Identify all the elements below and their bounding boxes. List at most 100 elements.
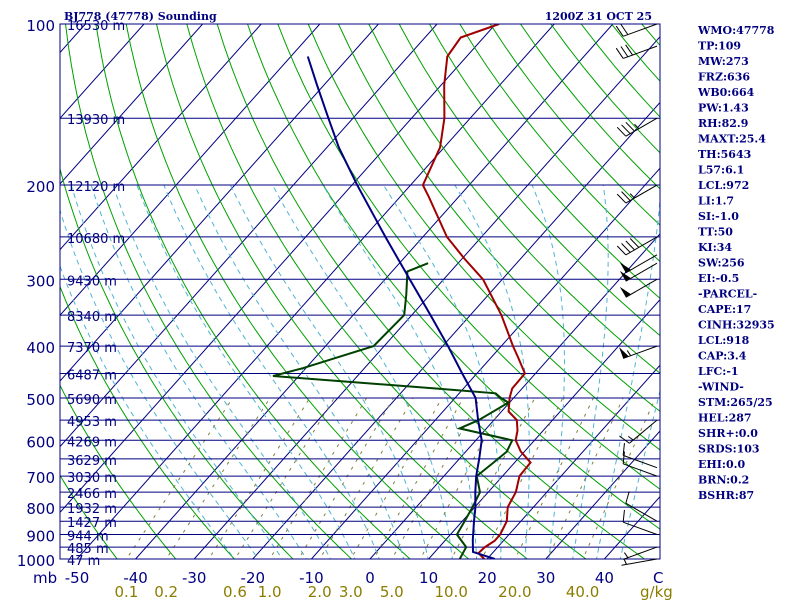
index-value: HEL:287 <box>698 412 752 425</box>
isotherm-line <box>135 24 614 559</box>
temperature-tick-label: -10 <box>299 569 324 587</box>
dry-adiabat-line <box>95 24 411 559</box>
isotherm-line <box>60 24 321 317</box>
moist-adiabat-line <box>531 184 565 559</box>
index-value: BRN:0.2 <box>698 474 749 487</box>
dry-adiabat-line <box>459 24 660 263</box>
mixing-ratio-line <box>373 397 464 559</box>
mixing-ratio-line <box>125 397 234 559</box>
index-value: CAPE:17 <box>698 303 751 316</box>
wind-barb-flag <box>621 124 631 135</box>
wind-barb <box>625 491 658 522</box>
isotherm-line <box>252 101 660 559</box>
height-label: 1932 m <box>67 502 117 517</box>
height-label: 10680 m <box>67 232 125 247</box>
moist-adiabat-line <box>383 184 502 559</box>
wind-barb-half-flag <box>629 193 635 199</box>
wind-barb-staff <box>625 117 658 137</box>
wind-barb-half-flag <box>623 552 629 558</box>
dry-adiabat-line <box>60 167 294 559</box>
dry-adiabat-line <box>338 24 660 412</box>
index-value: RH:82.9 <box>698 117 748 130</box>
mixing-ratio-line <box>234 397 335 559</box>
dry-adiabat-line <box>186 24 587 559</box>
pressure-unit-label: mb <box>33 569 57 587</box>
pressure-label: 500 <box>26 391 55 409</box>
wind-barb-flag <box>619 435 630 444</box>
isotherm-line <box>60 24 379 382</box>
mixing-ratio-label: 0.1 <box>114 583 138 600</box>
indices-panel: WMO:47778 TP:109 MW:273 FRZ:636 WB0:664 PW:1.… <box>697 24 775 502</box>
moist-adiabat-line <box>163 184 380 559</box>
temperature-tick-label: -50 <box>65 569 90 587</box>
height-label: 7370 m <box>67 341 117 356</box>
moist-adiabat-line <box>595 195 660 559</box>
chart-title: BJ778 (47778) Sounding <box>64 10 217 23</box>
index-value: TT:50 <box>698 226 733 239</box>
mixing-ratio-line <box>319 397 414 559</box>
moist-adiabat-line <box>60 208 259 559</box>
wind-barb-half-flag <box>634 123 640 130</box>
index-value: BSHR:87 <box>698 489 754 502</box>
index-value: KI:34 <box>698 241 732 254</box>
index-value: SI:-1.0 <box>698 210 739 223</box>
mixing-ratio-label: 40.0 <box>566 583 599 600</box>
pressure-label: 1000 <box>17 552 55 570</box>
isotherm-line <box>545 430 660 559</box>
mixing-ratio-label: 3.0 <box>339 583 363 600</box>
wind-barb-flag <box>629 238 640 248</box>
wind-barb <box>616 184 658 204</box>
moist-adiabat-line <box>194 184 405 559</box>
dry-adiabat-line <box>65 24 353 559</box>
mixing-ratio-line <box>269 397 368 559</box>
wind-barb-half-flag <box>626 350 632 356</box>
isotherm-line <box>60 24 145 119</box>
wind-barb <box>619 345 658 359</box>
wind-barb-staff <box>623 45 658 59</box>
temperature-tick-label: 20 <box>478 569 497 587</box>
moist-adiabat-line <box>454 184 530 559</box>
moist-adiabat-line <box>322 184 478 559</box>
moist-adiabat-line <box>136 184 356 559</box>
mixing-ratio-line <box>419 397 507 559</box>
height-label: 3030 m <box>67 471 117 486</box>
moist-adiabat-line <box>60 264 236 559</box>
index-value: STM:265/25 <box>698 396 773 409</box>
wind-barb-flag <box>621 243 631 253</box>
dry-adiabat-line <box>307 24 660 451</box>
index-value: EI:-0.5 <box>698 272 739 285</box>
wind-barb-flag <box>625 240 635 251</box>
height-label: 8340 m <box>67 310 117 325</box>
wind-barb <box>619 419 658 444</box>
index-value: CINH:32935 <box>698 319 775 332</box>
wind-barb-half-flag <box>623 558 627 565</box>
temperature-tick-label: -30 <box>182 569 207 587</box>
index-value: WMO:47778 <box>697 24 775 37</box>
index-value: LCL:918 <box>698 334 750 347</box>
wind-barb-flag <box>616 193 627 204</box>
wind-barb-staff <box>623 454 658 469</box>
wind-barb <box>622 443 658 469</box>
height-label: 47 m <box>67 554 100 569</box>
dry-adiabat-line <box>60 285 235 559</box>
temperature-unit-label: C <box>653 569 663 587</box>
height-label: 3629 m <box>67 454 117 469</box>
isotherm-line <box>311 167 660 559</box>
wind-barb-staff <box>623 546 658 560</box>
wind-barb <box>619 262 658 282</box>
wind-barb-staff <box>625 236 658 256</box>
wind-barb-flag <box>615 47 624 59</box>
wind-barb-staff <box>625 502 658 522</box>
wind-barb-flag <box>615 25 624 37</box>
background-lines <box>60 24 660 559</box>
temperature-tick-label: 40 <box>595 569 614 587</box>
index-value: SHR+:0.0 <box>698 427 758 440</box>
pressure-label: 100 <box>26 17 55 35</box>
index-value: CAP:3.4 <box>698 350 747 363</box>
wind-barb <box>616 117 658 137</box>
mixing-ratio-label: 2.0 <box>308 583 332 600</box>
height-label: 12120 m <box>67 180 125 195</box>
index-value: MAXT:25.4 <box>698 133 766 146</box>
